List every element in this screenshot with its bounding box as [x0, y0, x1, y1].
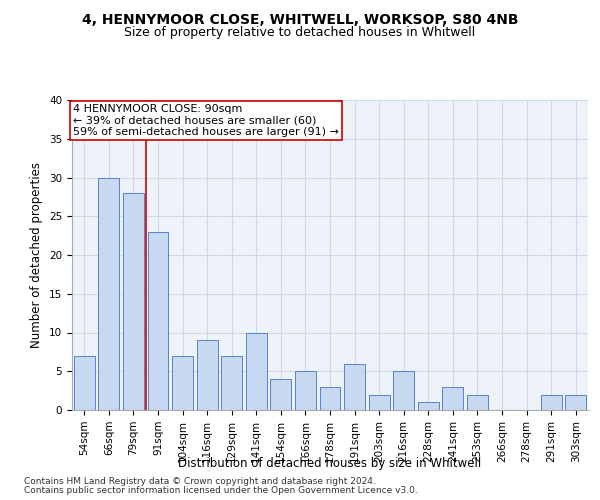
Bar — [148, 232, 169, 410]
Bar — [221, 356, 242, 410]
Bar — [271, 379, 292, 410]
Text: Contains public sector information licensed under the Open Government Licence v3: Contains public sector information licen… — [24, 486, 418, 495]
Bar — [344, 364, 365, 410]
Bar — [98, 178, 119, 410]
Text: Size of property relative to detached houses in Whitwell: Size of property relative to detached ho… — [124, 26, 476, 39]
Text: Distribution of detached houses by size in Whitwell: Distribution of detached houses by size … — [178, 458, 482, 470]
Bar — [320, 387, 340, 410]
Bar — [246, 332, 267, 410]
Bar — [565, 394, 586, 410]
Text: 4, HENNYMOOR CLOSE, WHITWELL, WORKSOP, S80 4NB: 4, HENNYMOOR CLOSE, WHITWELL, WORKSOP, S… — [82, 12, 518, 26]
Bar — [123, 193, 144, 410]
Bar — [197, 340, 218, 410]
Bar — [467, 394, 488, 410]
Bar — [368, 394, 389, 410]
Y-axis label: Number of detached properties: Number of detached properties — [31, 162, 43, 348]
Text: Contains HM Land Registry data © Crown copyright and database right 2024.: Contains HM Land Registry data © Crown c… — [24, 477, 376, 486]
Bar — [541, 394, 562, 410]
Bar — [172, 356, 193, 410]
Text: 4 HENNYMOOR CLOSE: 90sqm
← 39% of detached houses are smaller (60)
59% of semi-d: 4 HENNYMOOR CLOSE: 90sqm ← 39% of detach… — [73, 104, 339, 137]
Bar — [74, 356, 95, 410]
Bar — [418, 402, 439, 410]
Bar — [393, 371, 414, 410]
Bar — [442, 387, 463, 410]
Bar — [295, 371, 316, 410]
